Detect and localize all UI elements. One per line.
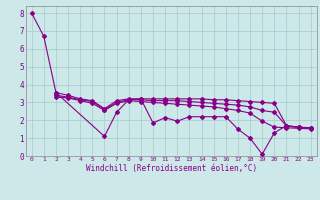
X-axis label: Windchill (Refroidissement éolien,°C): Windchill (Refroidissement éolien,°C) (86, 164, 257, 173)
